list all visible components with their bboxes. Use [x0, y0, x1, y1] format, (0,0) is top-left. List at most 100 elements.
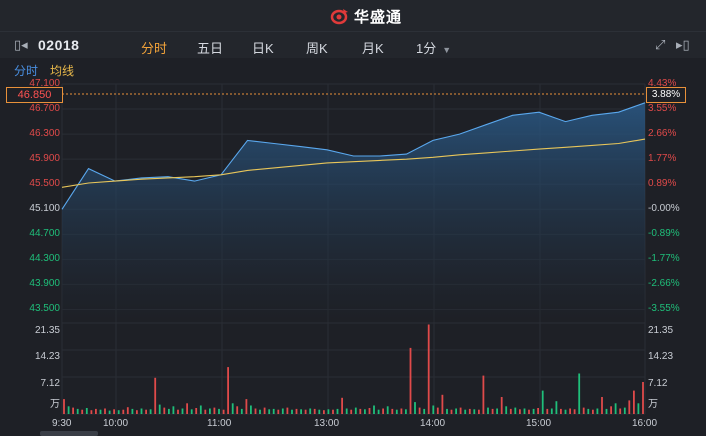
volume-bar: [350, 409, 353, 414]
volume-bar: [108, 410, 111, 414]
volume-bar: [254, 408, 257, 414]
volume-bar: [67, 406, 70, 414]
volume-bar: [455, 408, 457, 414]
price-area-layer: [62, 102, 645, 322]
volume-bar: [222, 409, 225, 414]
chevron-down-icon: ▼: [442, 45, 452, 55]
brand-icon: [330, 9, 348, 25]
subtab-average-line[interactable]: 均线: [50, 64, 75, 78]
tab-daily-k[interactable]: 日K: [252, 41, 274, 56]
tab-monthly-k[interactable]: 月K: [362, 41, 384, 56]
volume-bar: [596, 408, 599, 414]
fullscreen-icon[interactable]: ⤢: [655, 37, 666, 52]
volume-bar: [213, 407, 216, 414]
volume-bar: [436, 407, 439, 414]
volume-bar: [427, 324, 430, 414]
volume-bar: [259, 409, 261, 414]
volume-bar: [628, 400, 631, 414]
collapse-right-icon[interactable]: ▸▯: [676, 37, 690, 52]
price-axis-label: 45.100: [29, 203, 60, 215]
volume-bar: [487, 407, 489, 414]
volume-bar: [263, 407, 266, 414]
volume-bar: [614, 403, 617, 414]
time-label-1500: 15:00: [526, 418, 552, 429]
volume-axis-unit: 万: [50, 399, 60, 410]
chart-toolbar: ▯◂ 02018 分时 五日 日K 周K 月K 1分 ▼ ⤢ ▸▯: [0, 32, 706, 58]
time-label-1600: 16:00: [632, 418, 658, 429]
price-axis-label: 46.700: [29, 103, 60, 115]
volume-bar: [491, 408, 494, 414]
volume-bar: [281, 408, 284, 414]
volume-bar: [227, 367, 229, 414]
stock-code: 02018: [38, 37, 80, 53]
volume-bar: [300, 409, 302, 414]
volume-bar: [573, 409, 576, 414]
volume-bar: [199, 405, 202, 414]
volume-bar: [99, 409, 102, 414]
volume-bar: [140, 408, 143, 414]
volume-axis-label-low: 7.12: [40, 378, 60, 389]
percent-axis-label: -0.89%: [648, 228, 680, 240]
volume-bar: [195, 408, 198, 414]
volume-bar: [523, 408, 526, 414]
volume-bar: [441, 394, 444, 414]
volume-bar: [131, 408, 134, 414]
title-bar: 华盛通: [0, 0, 706, 32]
percent-axis-label: 4.43%: [648, 78, 677, 89]
volume-bar: [541, 390, 544, 414]
volume-bar: [341, 397, 343, 414]
tab-one-minute[interactable]: 1分 ▼: [416, 41, 452, 56]
tab-timeshare[interactable]: 分时: [141, 41, 168, 56]
volume-bar: [204, 409, 207, 414]
percent-axis-label: -0.00%: [648, 203, 680, 215]
volume-bar: [231, 403, 234, 414]
time-label-1300: 13:00: [314, 418, 340, 429]
volume-bar: [633, 390, 635, 414]
average-line: [61, 138, 646, 188]
collapse-left-icon[interactable]: ▯◂: [14, 37, 28, 52]
subtab-timeshare[interactable]: 分时: [14, 64, 39, 78]
volume-bar: [587, 408, 590, 414]
price-axis-label: 45.900: [29, 153, 60, 165]
volume-bar: [76, 408, 79, 414]
volume-bar: [377, 409, 380, 414]
price-axis-label: 44.300: [29, 253, 60, 265]
volume-bar: [619, 408, 622, 414]
price-axis-label: 43.900: [29, 278, 60, 290]
volume-bar: [63, 399, 65, 414]
volume-bar: [85, 408, 88, 414]
volume-bar: [313, 408, 316, 414]
brand-name: 华盛通: [354, 8, 403, 26]
price-axis-label: 45.500: [29, 178, 60, 190]
volume-bar: [550, 408, 553, 414]
volume-bar: [464, 409, 467, 414]
volume-bar: [218, 408, 220, 414]
tab-weekly-k[interactable]: 周K: [306, 41, 328, 56]
volume-bar: [519, 409, 521, 414]
volume-bar: [400, 408, 403, 414]
volume-bar: [268, 409, 271, 414]
volume-bar: [145, 409, 147, 414]
volume-bar: [546, 408, 549, 414]
volume-bar: [345, 408, 348, 414]
volume-bar: [163, 407, 166, 414]
volume-bar: [395, 409, 398, 414]
time-label-1100: 11:00: [207, 418, 232, 429]
volume-bar: [500, 397, 503, 414]
volume-bar: [177, 409, 179, 414]
volume-bar: [354, 407, 357, 414]
tab-five-day[interactable]: 五日: [197, 41, 224, 56]
volume-bar: [578, 373, 581, 414]
volume-bar: [122, 409, 125, 414]
volume-bar: [532, 408, 535, 414]
volume-axis-label-mid: 14.23: [34, 351, 60, 362]
volume-axis-unit-right: 万: [648, 399, 658, 410]
volume-bar: [172, 406, 175, 414]
volume-bar: [250, 405, 252, 414]
volume-bar: [418, 407, 421, 414]
percent-axis-label: 2.66%: [648, 128, 677, 140]
volume-bar: [332, 409, 334, 414]
timeline-scrollbar[interactable]: [40, 431, 98, 436]
volume-bar: [168, 408, 170, 414]
time-label-1000: 10:00: [103, 418, 129, 429]
